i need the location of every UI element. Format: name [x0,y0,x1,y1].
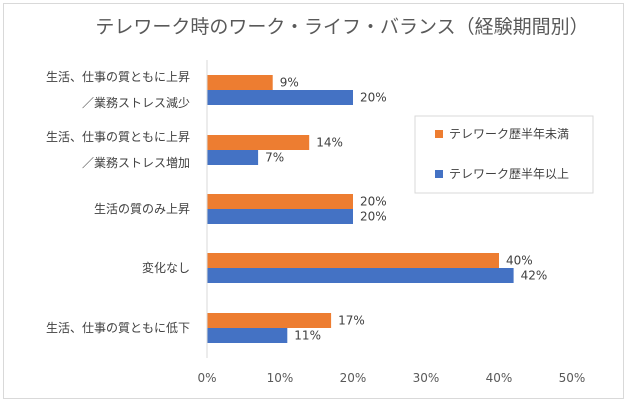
bars-group [207,75,514,343]
x-tick-label: 40% [486,371,513,385]
category-label: 生活、仕事の質ともに上昇 [46,69,190,84]
x-tick-label: 0% [197,371,216,385]
category-label: 生活、仕事の質ともに低下 [46,320,190,335]
data-label: 17% [338,314,365,328]
x-tick-label: 30% [413,371,440,385]
category-label: 変化なし [142,260,190,275]
legend-entry: テレワーク歴半年以上 [449,167,569,181]
x-tick-label: 10% [267,371,294,385]
bar-under-half-year-0 [207,75,273,90]
data-label: 42% [521,269,548,283]
legend-swatch [435,130,443,138]
bar-under-half-year-3 [207,253,499,268]
x-tick-label: 20% [340,371,367,385]
bar-over-half-year-1 [207,150,259,165]
bar-over-half-year-2 [207,209,353,224]
bar-over-half-year-4 [207,328,288,343]
data-label: 20% [360,195,387,209]
bar-over-half-year-3 [207,268,514,283]
x-tick-label: 50% [559,371,586,385]
data-label: 7% [265,151,284,165]
category-label: ／業務ストレス増加 [82,156,190,170]
x-axis: 0% 10% 20% 30% 40% 50% [197,60,585,385]
category-label: ／業務ストレス減少 [82,95,190,110]
data-label: 11% [294,329,321,343]
bar-under-half-year-2 [207,194,353,209]
bar-under-half-year-4 [207,313,332,328]
bar-under-half-year-1 [207,135,310,150]
category-label: 生活の質のみ上昇 [94,201,190,216]
legend-swatch [435,170,443,178]
chart-title: テレワーク時のワーク・ライフ・バランス（経験期間別） [95,16,588,38]
data-label: 20% [360,210,387,224]
data-label: 9% [280,76,299,90]
data-label: 40% [506,254,533,268]
data-label: 14% [316,136,343,150]
bar-over-half-year-0 [207,90,353,105]
labels-group: 9% 20% 生活、仕事の質ともに上昇 ／業務ストレス減少 14% 7% 生活、仕事の質とも… [46,69,547,343]
data-label: 20% [360,91,387,105]
category-label: 生活、仕事の質ともに上昇 [46,129,190,144]
legend-box [414,115,594,194]
legend-entry: テレワーク歴半年未満 [449,127,569,141]
